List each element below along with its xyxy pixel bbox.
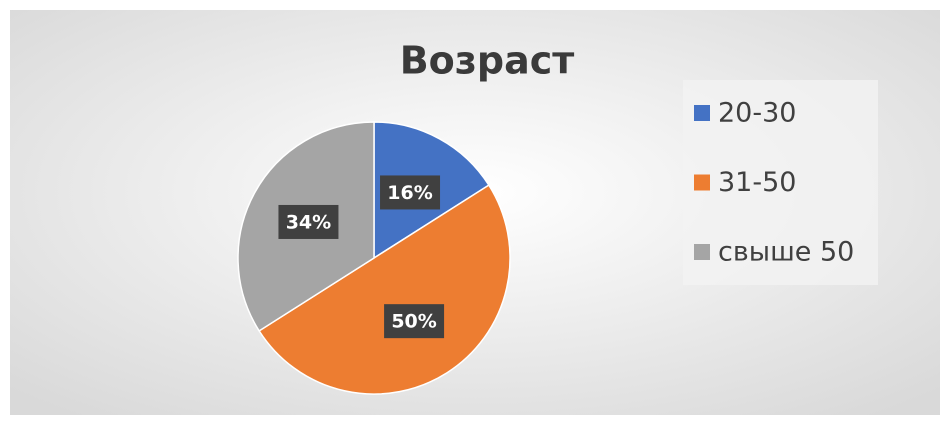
data-label: 34% (286, 211, 331, 233)
legend-box (683, 80, 878, 285)
data-label: 16% (387, 182, 432, 204)
chart-title: Возраст (400, 39, 575, 83)
legend-label: 31-50 (718, 167, 796, 198)
data-label-box (278, 204, 339, 239)
legend-swatch (694, 105, 710, 121)
data-label: 50% (391, 311, 436, 333)
legend-label: 20-30 (718, 98, 796, 129)
pie-slice (258, 184, 511, 395)
legend-swatch (694, 244, 710, 260)
data-label-box (380, 175, 441, 210)
legend-swatch (694, 174, 710, 191)
data-label-box (384, 304, 445, 339)
legend-label: свыше 50 (718, 237, 854, 268)
